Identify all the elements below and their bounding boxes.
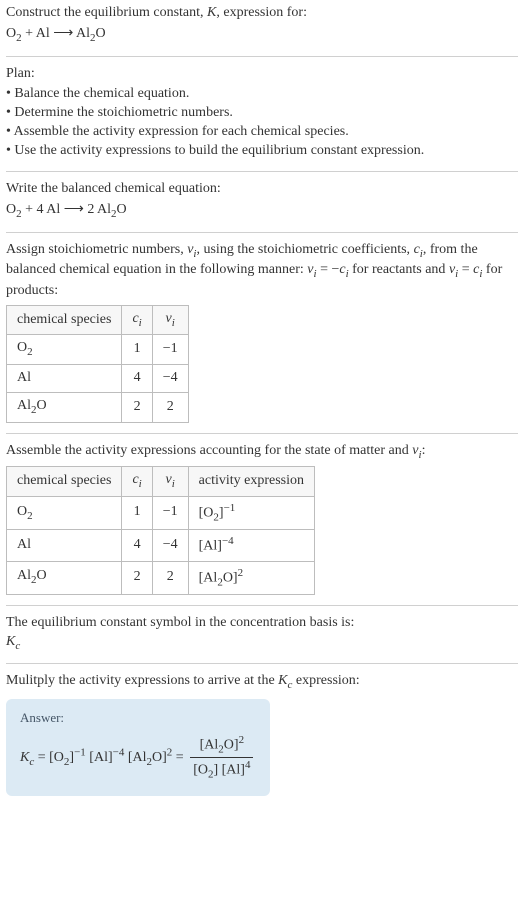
plan-item: Assemble the activity expression for eac… (6, 123, 518, 142)
cell-activity: [O2]−1 (188, 496, 314, 529)
table-row: O2 1 −1 (7, 335, 189, 365)
separator (6, 56, 518, 57)
table-header-row: chemical species ci νi (7, 305, 189, 335)
cell-vi: −4 (152, 364, 188, 392)
activity-heading: Assemble the activity expressions accoun… (6, 442, 518, 463)
separator (6, 171, 518, 172)
separator (6, 433, 518, 434)
table-header-row: chemical species ci νi activity expressi… (7, 467, 315, 497)
cell-ci: 2 (122, 392, 152, 422)
cell-species: Al2O (7, 392, 122, 422)
separator (6, 663, 518, 664)
table-row: Al 4 −4 [Al]−4 (7, 530, 315, 562)
separator (6, 605, 518, 606)
cell-vi: −4 (152, 530, 188, 562)
cell-ci: 2 (122, 561, 152, 594)
unbalanced-equation: O2 + Al ⟶ Al2O (6, 25, 518, 46)
table-row: Al2O 2 2 [Al2O]2 (7, 561, 315, 594)
k-symbol: K (207, 5, 216, 20)
col-ci: ci (122, 467, 152, 497)
cell-species: O2 (7, 335, 122, 365)
col-vi: νi (152, 467, 188, 497)
col-ci: ci (122, 305, 152, 335)
stoich-table: chemical species ci νi O2 1 −1 Al 4 −4 A… (6, 305, 189, 423)
cell-activity: [Al2O]2 (188, 561, 314, 594)
col-activity: activity expression (188, 467, 314, 497)
balanced-equation: O2 + 4 Al ⟶ 2 Al2O (6, 201, 518, 222)
answer-label: Answer: (20, 709, 256, 727)
answer-fraction: [Al2O]2[O2] [Al]4 (190, 733, 253, 783)
cell-species: Al (7, 530, 122, 562)
multiply-text: Mulitply the activity expressions to arr… (6, 672, 518, 693)
page: Construct the equilibrium constant, K, e… (0, 0, 524, 806)
cell-ci: 1 (122, 335, 152, 365)
fraction-numerator: [Al2O]2 (190, 733, 253, 758)
cell-vi: 2 (152, 392, 188, 422)
cell-vi: −1 (152, 496, 188, 529)
plan-list: Balance the chemical equation. Determine… (6, 85, 518, 161)
construct-heading: Construct the equilibrium constant, K, e… (6, 4, 518, 23)
balanced-heading: Write the balanced chemical equation: (6, 180, 518, 199)
cell-species: O2 (7, 496, 122, 529)
cell-ci: 4 (122, 364, 152, 392)
cell-species: Al2O (7, 561, 122, 594)
assign-text: Assign stoichiometric numbers, νi, using… (6, 241, 518, 301)
answer-lhs: Kc = [O2]−1 [Al]−4 [Al2O]2 = (20, 750, 187, 765)
answer-expression: Kc = [O2]−1 [Al]−4 [Al2O]2 = [Al2O]2[O2]… (20, 733, 256, 783)
table-row: O2 1 −1 [O2]−1 (7, 496, 315, 529)
cell-ci: 1 (122, 496, 152, 529)
answer-box: Answer: Kc = [O2]−1 [Al]−4 [Al2O]2 = [Al… (6, 699, 270, 796)
col-species: chemical species (7, 467, 122, 497)
separator (6, 232, 518, 233)
kc-text: The equilibrium constant symbol in the c… (6, 614, 518, 633)
plan-heading: Plan: (6, 65, 518, 84)
plan-item: Determine the stoichiometric numbers. (6, 104, 518, 123)
cell-activity: [Al]−4 (188, 530, 314, 562)
plan-item: Balance the chemical equation. (6, 85, 518, 104)
kc-symbol: Kc (6, 633, 518, 654)
col-species: chemical species (7, 305, 122, 335)
cell-ci: 4 (122, 530, 152, 562)
construct-text-a: Construct the equilibrium constant, (6, 5, 207, 20)
table-row: Al 4 −4 (7, 364, 189, 392)
table-row: Al2O 2 2 (7, 392, 189, 422)
cell-vi: 2 (152, 561, 188, 594)
activity-table: chemical species ci νi activity expressi… (6, 466, 315, 595)
cell-species: Al (7, 364, 122, 392)
cell-vi: −1 (152, 335, 188, 365)
col-vi: νi (152, 305, 188, 335)
construct-text-b: , expression for: (216, 5, 307, 20)
fraction-denominator: [O2] [Al]4 (190, 758, 253, 782)
plan-item: Use the activity expressions to build th… (6, 142, 518, 161)
